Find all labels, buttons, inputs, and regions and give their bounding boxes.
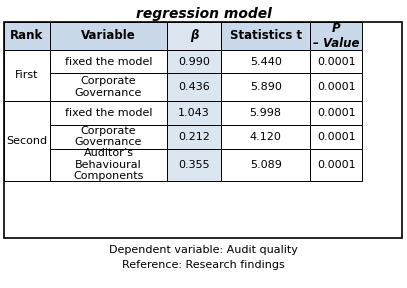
Bar bbox=[311, 149, 362, 181]
Bar bbox=[167, 101, 221, 125]
Text: 0.990: 0.990 bbox=[178, 56, 210, 67]
Bar bbox=[4, 101, 50, 181]
Text: 0.355: 0.355 bbox=[178, 160, 210, 170]
Bar bbox=[167, 22, 221, 50]
Bar bbox=[4, 22, 50, 50]
Text: 0.0001: 0.0001 bbox=[317, 82, 356, 92]
Text: 5.890: 5.890 bbox=[250, 82, 282, 92]
Bar bbox=[50, 101, 167, 125]
Bar bbox=[311, 22, 362, 50]
Text: Auditor’s
Behavioural
Components: Auditor’s Behavioural Components bbox=[73, 148, 144, 181]
Text: 0.212: 0.212 bbox=[178, 132, 210, 142]
Text: fixed the model: fixed the model bbox=[65, 108, 152, 118]
Bar bbox=[221, 22, 311, 50]
Bar bbox=[167, 73, 221, 101]
Bar bbox=[167, 125, 221, 149]
Bar bbox=[50, 50, 167, 73]
Text: First: First bbox=[15, 70, 39, 80]
Text: 0.0001: 0.0001 bbox=[317, 56, 356, 67]
Text: 0.0001: 0.0001 bbox=[317, 108, 356, 118]
Bar bbox=[221, 73, 311, 101]
Text: β: β bbox=[190, 29, 198, 42]
Text: 4.120: 4.120 bbox=[250, 132, 282, 142]
Text: Corporate
Governance: Corporate Governance bbox=[75, 126, 142, 147]
Bar bbox=[167, 50, 221, 73]
Text: Reference: Research findings: Reference: Research findings bbox=[122, 260, 285, 270]
Bar bbox=[167, 149, 221, 181]
Text: P
– Value: P – Value bbox=[313, 22, 359, 50]
Bar bbox=[4, 22, 402, 238]
Text: fixed the model: fixed the model bbox=[65, 56, 152, 67]
Bar bbox=[50, 125, 167, 149]
Bar bbox=[221, 149, 311, 181]
Text: Dependent variable: Audit quality: Dependent variable: Audit quality bbox=[109, 245, 298, 255]
Bar bbox=[221, 101, 311, 125]
Bar bbox=[311, 101, 362, 125]
Text: Rank: Rank bbox=[10, 29, 44, 42]
Text: 5.998: 5.998 bbox=[249, 108, 282, 118]
Bar bbox=[311, 50, 362, 73]
Bar bbox=[221, 125, 311, 149]
Text: Statistics t: Statistics t bbox=[230, 29, 302, 42]
Bar bbox=[50, 73, 167, 101]
Text: regression model: regression model bbox=[136, 7, 271, 21]
Bar bbox=[50, 149, 167, 181]
Text: 5.440: 5.440 bbox=[250, 56, 282, 67]
Text: Variable: Variable bbox=[81, 29, 136, 42]
Text: 5.089: 5.089 bbox=[250, 160, 282, 170]
Bar bbox=[221, 50, 311, 73]
Text: 0.0001: 0.0001 bbox=[317, 160, 356, 170]
Bar bbox=[311, 73, 362, 101]
Text: 1.043: 1.043 bbox=[178, 108, 210, 118]
Text: 0.0001: 0.0001 bbox=[317, 132, 356, 142]
Text: Corporate
Governance: Corporate Governance bbox=[75, 76, 142, 98]
Bar bbox=[4, 50, 50, 101]
Text: 0.436: 0.436 bbox=[178, 82, 210, 92]
Bar bbox=[311, 125, 362, 149]
Text: Second: Second bbox=[7, 136, 48, 146]
Bar bbox=[50, 22, 167, 50]
